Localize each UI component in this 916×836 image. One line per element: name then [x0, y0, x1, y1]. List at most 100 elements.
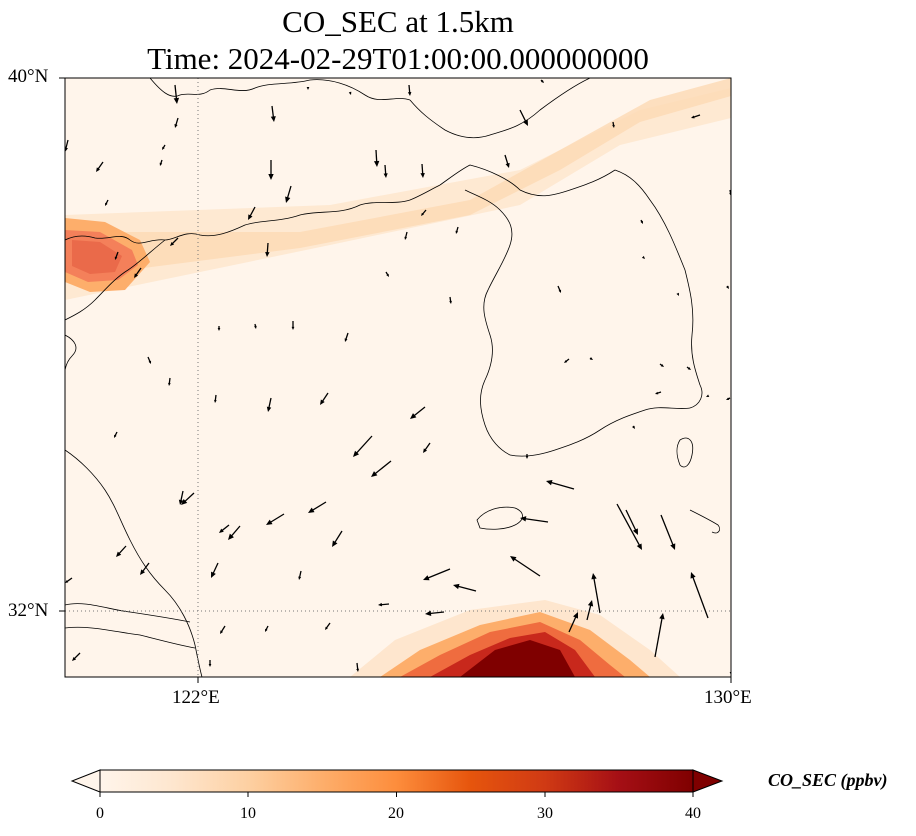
japan-coastline-fragment [689, 509, 720, 534]
wind-arrow [266, 397, 272, 412]
coastline-yangtze-north [65, 603, 191, 623]
colorbar-extend-max [692, 769, 724, 793]
wind-arrow [134, 267, 142, 278]
coastline-china-east [65, 449, 203, 677]
wind-arrow [211, 562, 219, 578]
wind-arrow [325, 622, 331, 630]
wind-arrow [268, 160, 274, 180]
wind-arrow [691, 114, 701, 119]
wind-arrow [568, 612, 578, 633]
wind-arrow [181, 492, 195, 505]
colorbar-title: CO_SEC (ppbv) [768, 770, 888, 790]
wind-arrow [407, 84, 412, 96]
wind-arrow [217, 326, 221, 331]
lat-label-32N: 32°N [8, 600, 49, 621]
wind-arrow [65, 139, 69, 152]
wind-arrow [625, 509, 638, 535]
wind-arrow [726, 397, 731, 400]
wind-arrow [520, 516, 549, 523]
wind-arrow [266, 513, 285, 525]
wind-arrow [170, 237, 179, 246]
wind-arrow [208, 660, 212, 667]
wind-arrow [219, 524, 230, 533]
wind-arrow [168, 377, 171, 386]
jeju-island [476, 506, 523, 530]
lat-label-40N: 40°N [8, 66, 49, 87]
coastline-korea-east [614, 169, 703, 409]
coastline-bohai [149, 78, 411, 101]
wind-arrow [586, 600, 594, 621]
lon-label-122E: 122°E [172, 687, 220, 708]
wind-arrow [114, 251, 119, 260]
wind-arrow [654, 613, 665, 658]
wind-arrow [320, 392, 329, 405]
wind-arrow [162, 144, 166, 150]
colorbar-label-40: 40 [685, 805, 701, 822]
wind-arrow [659, 363, 664, 367]
wind-arrow [348, 91, 352, 95]
colorbar-gradient [100, 770, 693, 792]
wind-arrow [265, 242, 270, 257]
wind-arrow [519, 109, 528, 126]
wind-arrow [504, 154, 510, 168]
southern-plume-core [460, 640, 575, 677]
wind-arrow [254, 323, 257, 329]
wind-arrow [421, 209, 427, 216]
axis-ticks [59, 77, 732, 683]
wind-arrow [332, 530, 343, 547]
wind-arrow [378, 602, 390, 607]
wind-arrow [591, 573, 601, 614]
coastline-shandong-tip [65, 334, 77, 371]
wind-arrow [660, 514, 676, 550]
colorbar-extend-min [70, 769, 101, 793]
wind-arrow [676, 292, 679, 296]
wind-arrow [306, 87, 310, 90]
wind-arrow [220, 625, 226, 634]
wind-arrow [65, 577, 73, 583]
wind-arrow [116, 545, 127, 557]
wind-arrow [385, 271, 389, 277]
wind-arrow [298, 570, 302, 580]
wind-arrow [455, 226, 459, 234]
coastline-yangtze-south [65, 626, 196, 649]
wind-arrow [449, 296, 452, 304]
wind-arrow [356, 662, 360, 672]
wind-arrow [353, 435, 373, 457]
wind-arrow [344, 332, 349, 342]
coastlines [65, 78, 720, 677]
colorbar-label-10: 10 [240, 805, 256, 822]
wind-arrow [291, 321, 295, 330]
wind-arrow [285, 185, 292, 203]
wind-arrow [371, 460, 392, 477]
wind-arrow [616, 503, 642, 550]
wind-arrow [308, 501, 327, 513]
coastline-korea-west [464, 189, 513, 456]
wind-arrow [159, 159, 163, 166]
wind-arrow [114, 431, 118, 438]
wind-arrow [265, 625, 269, 632]
wind-arrow [525, 454, 529, 459]
wind-arrow [546, 480, 575, 490]
tsushima-island [676, 437, 694, 468]
wind-arrow [410, 406, 426, 419]
wind-arrow [140, 562, 150, 575]
wind-arrow [404, 231, 408, 240]
wind-arrow [228, 525, 241, 540]
wind-arrow [655, 391, 662, 395]
coastline-north-china [65, 184, 441, 244]
wind-arrow [726, 285, 729, 289]
wind-arrow [383, 164, 388, 178]
wind-arrow [540, 79, 544, 83]
wind-arrow [564, 358, 570, 363]
wind-arrow [423, 442, 431, 453]
map-title: CO_SEC at 1.5km [282, 4, 514, 39]
map-time-subtitle: Time: 2024-02-29T01:00:00.000000000 [147, 41, 649, 76]
wind-arrow [425, 610, 445, 617]
wind-arrow [453, 583, 477, 592]
wind-arrow [690, 572, 709, 619]
wind-arrow [72, 652, 81, 661]
western-plume-core [72, 240, 122, 274]
colorbar-label-0: 0 [96, 805, 104, 822]
wind-arrow [632, 425, 635, 429]
